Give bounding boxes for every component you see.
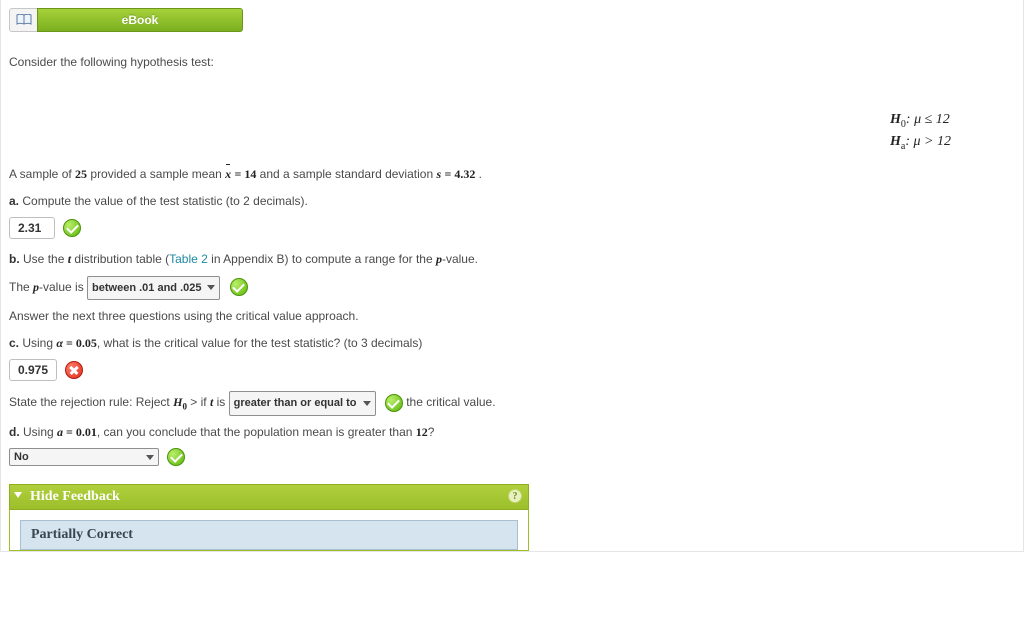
check-icon: [385, 394, 403, 412]
part-b-select[interactable]: between .01 and .025: [87, 276, 220, 301]
check-icon: [63, 219, 81, 237]
h0-expr: : μ ≤ 12: [906, 112, 950, 127]
ebook-label: eBook: [37, 8, 243, 32]
ha-H: H: [890, 134, 901, 149]
chevron-down-icon: [146, 455, 154, 460]
s-eq: = 4.32: [444, 167, 475, 181]
part-c-prompt: c. Using α = 0.05, what is the critical …: [9, 333, 1015, 353]
t-symbol: t: [68, 252, 71, 266]
part-c-input[interactable]: 0.975: [9, 359, 57, 381]
part-d-select[interactable]: No: [9, 448, 159, 466]
hide-feedback-toggle[interactable]: Hide Feedback ?: [9, 484, 529, 510]
ebook-button[interactable]: eBook: [9, 8, 243, 32]
txt: the critical value.: [406, 395, 495, 409]
txt: A sample of: [9, 167, 75, 181]
check-icon: [230, 278, 248, 296]
part-a-input[interactable]: 2.31: [9, 217, 55, 239]
question-panel: eBook Consider the following hypothesis …: [0, 0, 1024, 552]
h0-row: H0: μ ≤ 12: [890, 112, 951, 130]
p-symbol: p: [436, 252, 442, 266]
ha-row: Ha: μ > 12: [890, 134, 951, 152]
t-sym: t: [210, 395, 213, 409]
h0-sub: 0: [182, 401, 187, 411]
select-value: No: [14, 451, 29, 463]
txt: .: [479, 167, 482, 181]
p-symbol: p: [33, 280, 39, 294]
rejection-rule-row: State the rejection rule: Reject H0 > if…: [9, 391, 1015, 416]
h0-H: H: [890, 112, 901, 127]
book-icon: [9, 8, 37, 32]
sample-line: A sample of 25 provided a sample mean x …: [9, 164, 1015, 184]
s-symbol: s: [436, 167, 441, 181]
x-icon: [65, 361, 83, 379]
feedback-status: Partially Correct: [20, 520, 518, 550]
part-c-answer-row: 0.975: [9, 359, 1015, 381]
part-a-prompt: a. Compute the value of the test statist…: [9, 191, 1015, 211]
alpha-eq: = 0.05: [63, 336, 97, 350]
feedback-body: Partially Correct: [9, 510, 529, 551]
help-icon[interactable]: ?: [508, 489, 522, 503]
feedback-section: Hide Feedback ? Partially Correct: [9, 484, 529, 551]
check-icon: [167, 448, 185, 466]
a-text: Compute the value of the test statistic …: [22, 194, 307, 208]
select-value: greater than or equal to: [234, 394, 357, 413]
part-b-answer-row: The p-value is between .01 and .025: [9, 276, 1015, 301]
a-eq: = 0.01: [63, 425, 97, 439]
feedback-header-label: Hide Feedback: [30, 489, 120, 504]
part-a-answer-row: 2.31: [9, 217, 1015, 239]
txt: and a sample standard deviation: [260, 167, 437, 181]
part-b-prompt: b. b. Use the Use the t distribution tab…: [9, 249, 1015, 269]
rejection-rule-select[interactable]: greater than or equal to: [229, 391, 376, 416]
hypotheses-block: H0: μ ≤ 12 Ha: μ > 12: [890, 112, 951, 156]
part-d-answer-row: No: [9, 448, 1015, 466]
twelve: 12: [416, 425, 428, 439]
intro-text: Consider the following hypothesis test:: [9, 52, 1015, 72]
txt: provided a sample mean: [90, 167, 225, 181]
sample-n: 25: [75, 167, 87, 181]
table2-link[interactable]: Table 2: [169, 252, 208, 266]
chevron-down-icon: [363, 401, 371, 406]
xbar-eq: = 14: [234, 167, 256, 181]
ha-expr: : μ > 12: [905, 134, 951, 149]
xbar-symbol: x: [225, 164, 231, 184]
part-d-prompt: d. Using a = 0.01, can you conclude that…: [9, 422, 1015, 442]
chevron-down-icon: [207, 285, 215, 290]
select-value: between .01 and .025: [92, 279, 201, 298]
cv-intro: Answer the next three questions using th…: [9, 306, 1015, 326]
